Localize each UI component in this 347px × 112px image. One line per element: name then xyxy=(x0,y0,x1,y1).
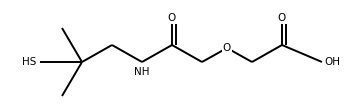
Text: OH: OH xyxy=(324,57,340,67)
Text: O: O xyxy=(278,13,286,23)
Text: O: O xyxy=(168,13,176,23)
Text: NH: NH xyxy=(134,67,150,77)
Text: O: O xyxy=(223,43,231,53)
Text: HS: HS xyxy=(22,57,36,67)
